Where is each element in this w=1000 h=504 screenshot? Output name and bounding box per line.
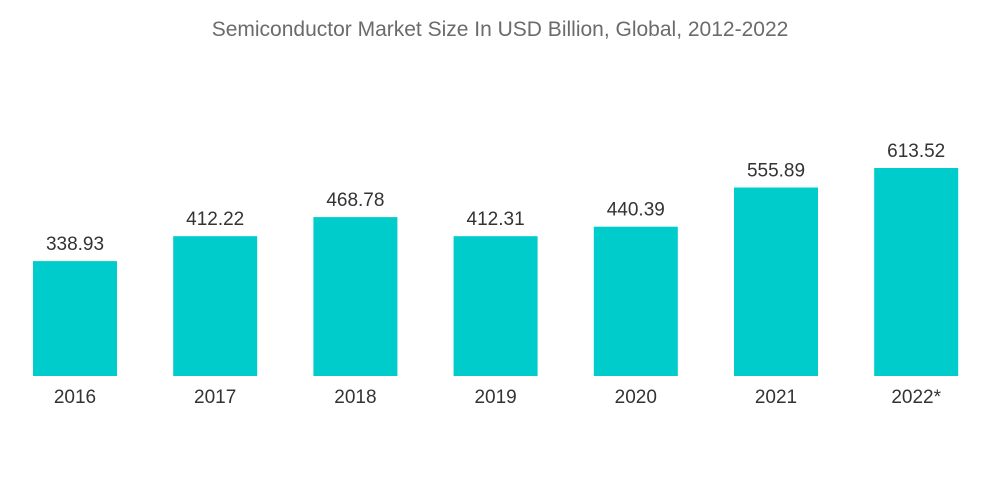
value-label-2022*: 613.52 <box>887 141 945 162</box>
x-tick-label-2022*: 2022* <box>891 387 941 408</box>
value-label-2020: 440.39 <box>607 200 665 221</box>
value-label-2016: 338.93 <box>46 234 104 255</box>
bar-2022* <box>874 168 959 376</box>
x-tick-label-2017: 2017 <box>194 387 236 408</box>
bar-2020 <box>593 226 678 376</box>
bar-2018 <box>313 217 398 376</box>
bar-2021 <box>734 187 818 376</box>
chart-title: Semiconductor Market Size In USD Billion… <box>211 18 789 41</box>
x-tick-labels-group: 2016 2017 2018 2019 2020 2021 2022* <box>54 387 942 408</box>
x-tick-label-2021: 2021 <box>755 387 797 408</box>
x-tick-label-2018: 2018 <box>334 387 376 408</box>
x-tick-label-2019: 2019 <box>474 387 516 408</box>
bar-2017 <box>173 236 258 376</box>
value-label-2021: 555.89 <box>747 161 805 182</box>
value-label-2019: 412.31 <box>467 209 525 230</box>
value-label-2017: 412.22 <box>186 209 244 230</box>
bar-2019 <box>453 236 538 376</box>
bars-group <box>33 168 959 376</box>
bar-2016 <box>33 261 117 376</box>
value-label-2018: 468.78 <box>326 190 384 211</box>
x-tick-label-2016: 2016 <box>54 387 96 408</box>
value-labels-group: 338.93 412.22 468.78 412.31 440.39 555.89 613.… <box>46 141 945 255</box>
x-tick-label-2020: 2020 <box>615 387 657 408</box>
